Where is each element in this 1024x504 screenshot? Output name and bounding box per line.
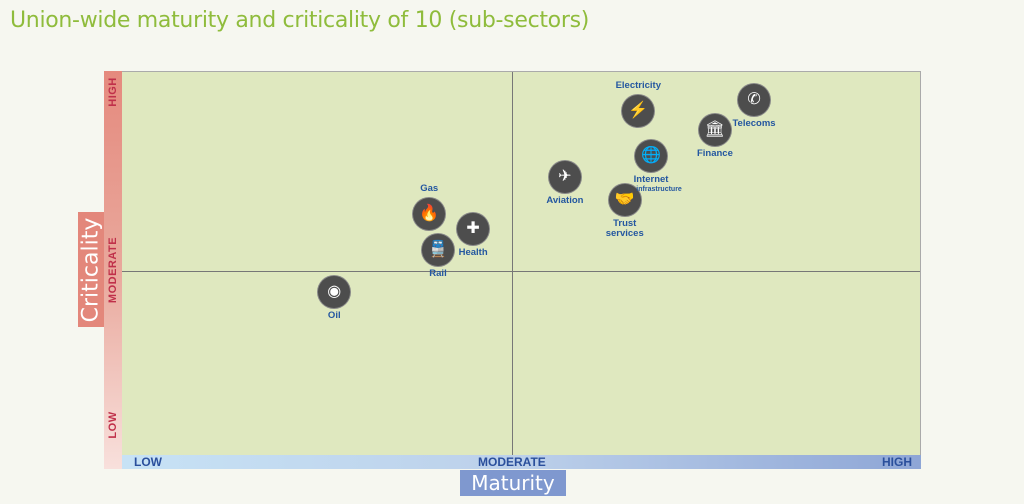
point-label: Finance: [696, 147, 733, 159]
point-label: Rail: [429, 267, 447, 279]
x-tick-moderate: MODERATE: [478, 455, 546, 469]
y-axis-label: Criticality: [78, 212, 104, 327]
point-sublabel: infrastructure: [636, 186, 682, 194]
point-label: Electricity: [615, 79, 662, 91]
y-tick-high: HIGH: [107, 77, 119, 107]
oil-barrel-icon: ◉: [318, 275, 351, 308]
point-label: Internet infrastructure: [633, 174, 682, 194]
point-label: Aviation: [546, 195, 584, 207]
train-icon: 🚆: [422, 233, 454, 266]
globe-icon: 🌐: [635, 140, 668, 173]
y-axis-gradient-band: [104, 71, 122, 469]
power-pylon-icon: ⚡: [622, 94, 655, 127]
x-midline: [512, 72, 513, 455]
y-axis-label-text: Criticality: [78, 217, 104, 322]
y-midline: [122, 271, 920, 272]
point-label: Health: [458, 247, 488, 259]
point-label: Gas: [420, 182, 439, 194]
bank-icon: 🏛: [698, 113, 731, 146]
x-axis-gradient-band: [122, 454, 921, 469]
handshake-icon: 🤝: [608, 184, 641, 217]
phone-icon: ✆: [738, 84, 771, 117]
point-label: Trust services: [605, 218, 644, 240]
airplane-icon: ✈: [548, 161, 581, 194]
flame-icon: 🔥: [413, 197, 446, 230]
medical-cross-icon: ✚: [457, 213, 490, 246]
y-tick-low: LOW: [107, 411, 119, 439]
x-tick-low: LOW: [134, 455, 162, 469]
point-label: Telecoms: [732, 118, 776, 130]
point-label: Oil: [327, 309, 341, 321]
x-axis-label: Maturity: [460, 470, 566, 496]
x-tick-high: HIGH: [882, 455, 912, 469]
plot-area: [122, 71, 921, 455]
y-tick-moderate: MODERATE: [107, 236, 119, 304]
chart-title: Union-wide maturity and criticality of 1…: [10, 8, 590, 33]
